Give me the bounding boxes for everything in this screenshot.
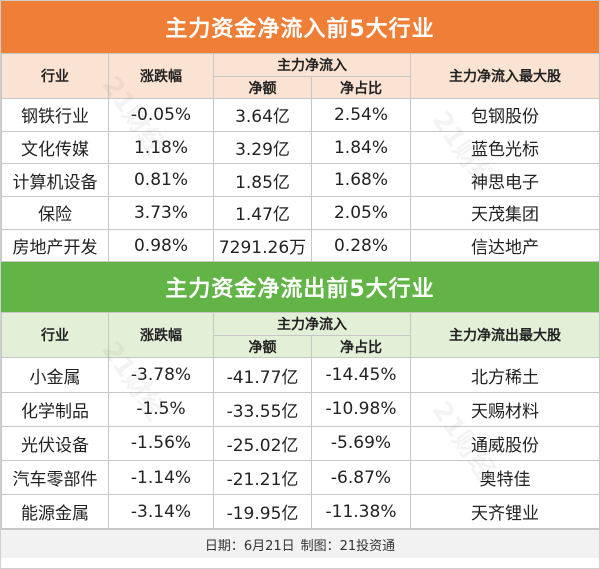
ratio-cell: 1.68% — [311, 163, 411, 198]
change-cell: -3.78% — [108, 357, 214, 393]
change-cell: 0.81% — [108, 163, 214, 198]
footer-maker: 制图：21投资通 — [300, 538, 396, 554]
outflow-title: 主力资金净流出前5大行业 — [1, 262, 599, 313]
footer-date: 日期：6月21日 — [204, 538, 295, 554]
table-row: 文化传媒 1.18% 3.29亿 1.84% 蓝色光标 — [1, 130, 600, 165]
net-cell: 1.85亿 — [213, 163, 312, 198]
industry-cell: 文化传媒 — [1, 130, 109, 165]
header-industry: 行业 — [1, 312, 109, 359]
header-industry: 行业 — [1, 53, 109, 99]
table-row: 计算机设备 0.81% 1.85亿 1.68% 神思电子 — [1, 163, 600, 198]
header-change: 涨跌幅 — [108, 53, 214, 99]
header-inflow-group: 主力净流入 — [213, 53, 411, 77]
header-change: 涨跌幅 — [108, 312, 214, 359]
ratio-cell: 0.28% — [311, 228, 411, 263]
industry-cell: 汽车零部件 — [1, 459, 109, 496]
stock-cell: 天茂集团 — [410, 196, 600, 230]
industry-cell: 光伏设备 — [1, 425, 109, 462]
table-row: 光伏设备 -1.56% -25.02亿 -5.69% 通威股份 — [1, 425, 600, 462]
stock-cell: 天赐材料 — [410, 391, 600, 427]
net-cell: -19.95亿 — [213, 494, 312, 530]
change-cell: 3.73% — [108, 196, 214, 230]
stock-cell: 奥特佳 — [410, 459, 600, 496]
stock-cell: 信达地产 — [410, 228, 600, 263]
header-ratio: 净占比 — [311, 335, 411, 359]
ratio-cell: -10.98% — [311, 391, 411, 427]
ratio-cell: -6.87% — [311, 459, 411, 496]
industry-cell: 房地产开发 — [1, 228, 109, 263]
stock-cell: 天齐锂业 — [410, 494, 600, 530]
header-inflow-group: 主力净流入 — [213, 312, 411, 337]
net-cell: 3.29亿 — [213, 130, 312, 165]
net-cell: 7291.26万 — [213, 228, 312, 263]
stock-cell: 蓝色光标 — [410, 130, 600, 165]
table-row: 钢铁行业 -0.05% 3.64亿 2.54% 包钢股份 — [1, 98, 600, 132]
change-cell: -1.5% — [108, 391, 214, 427]
header-ratio: 净占比 — [311, 76, 411, 99]
industry-cell: 化学制品 — [1, 391, 109, 427]
industry-cell: 计算机设备 — [1, 163, 109, 198]
change-cell: -0.05% — [108, 98, 214, 132]
stock-cell: 包钢股份 — [410, 98, 600, 132]
ratio-cell: 2.05% — [311, 196, 411, 230]
header-top-stock: 主力净流出最大股 — [410, 312, 600, 359]
footer-credit: 日期：6月21日 制图：21投资通 — [1, 529, 599, 559]
industry-cell: 保险 — [1, 196, 109, 230]
ratio-cell: -11.38% — [311, 494, 411, 530]
table-row: 能源金属 -3.14% -19.95亿 -11.38% 天齐锂业 — [1, 494, 600, 530]
industry-cell: 能源金属 — [1, 494, 109, 530]
industry-cell: 小金属 — [1, 357, 109, 393]
change-cell: -1.56% — [108, 425, 214, 462]
table-row: 房地产开发 0.98% 7291.26万 0.28% 信达地产 — [1, 228, 600, 263]
industry-cell: 钢铁行业 — [1, 98, 109, 132]
net-cell: -33.55亿 — [213, 391, 312, 427]
ratio-cell: 1.84% — [311, 130, 411, 165]
table-row: 小金属 -3.78% -41.77亿 -14.45% 北方稀土 — [1, 357, 600, 393]
net-cell: 3.64亿 — [213, 98, 312, 132]
header-net: 净额 — [213, 335, 312, 359]
outflow-table: 行业 涨跌幅 主力净流入 主力净流出最大股 净额 净占比 小金属 -3.78% … — [1, 312, 600, 530]
change-cell: 1.18% — [108, 130, 214, 165]
stock-cell: 神思电子 — [410, 163, 600, 198]
inflow-title: 主力资金净流入前5大行业 — [1, 1, 599, 53]
stock-cell: 北方稀土 — [410, 357, 600, 393]
net-cell: -41.77亿 — [213, 357, 312, 393]
table-row: 化学制品 -1.5% -33.55亿 -10.98% 天赐材料 — [1, 391, 600, 427]
change-cell: -1.14% — [108, 459, 214, 496]
ratio-cell: -14.45% — [311, 357, 411, 393]
change-cell: -3.14% — [108, 494, 214, 530]
net-cell: 1.47亿 — [213, 196, 312, 230]
header-net: 净额 — [213, 76, 312, 99]
header-top-stock: 主力净流入最大股 — [410, 53, 600, 99]
net-cell: -25.02亿 — [213, 425, 312, 462]
table-row: 保险 3.73% 1.47亿 2.05% 天茂集团 — [1, 196, 600, 230]
change-cell: 0.98% — [108, 228, 214, 263]
stock-cell: 通威股份 — [410, 425, 600, 462]
net-cell: -21.21亿 — [213, 459, 312, 496]
ratio-cell: 2.54% — [311, 98, 411, 132]
inflow-table: 行业 涨跌幅 主力净流入 主力净流入最大股 净额 净占比 钢铁行业 -0.05%… — [1, 53, 600, 263]
ratio-cell: -5.69% — [311, 425, 411, 462]
table-row: 汽车零部件 -1.14% -21.21亿 -6.87% 奥特佳 — [1, 459, 600, 496]
